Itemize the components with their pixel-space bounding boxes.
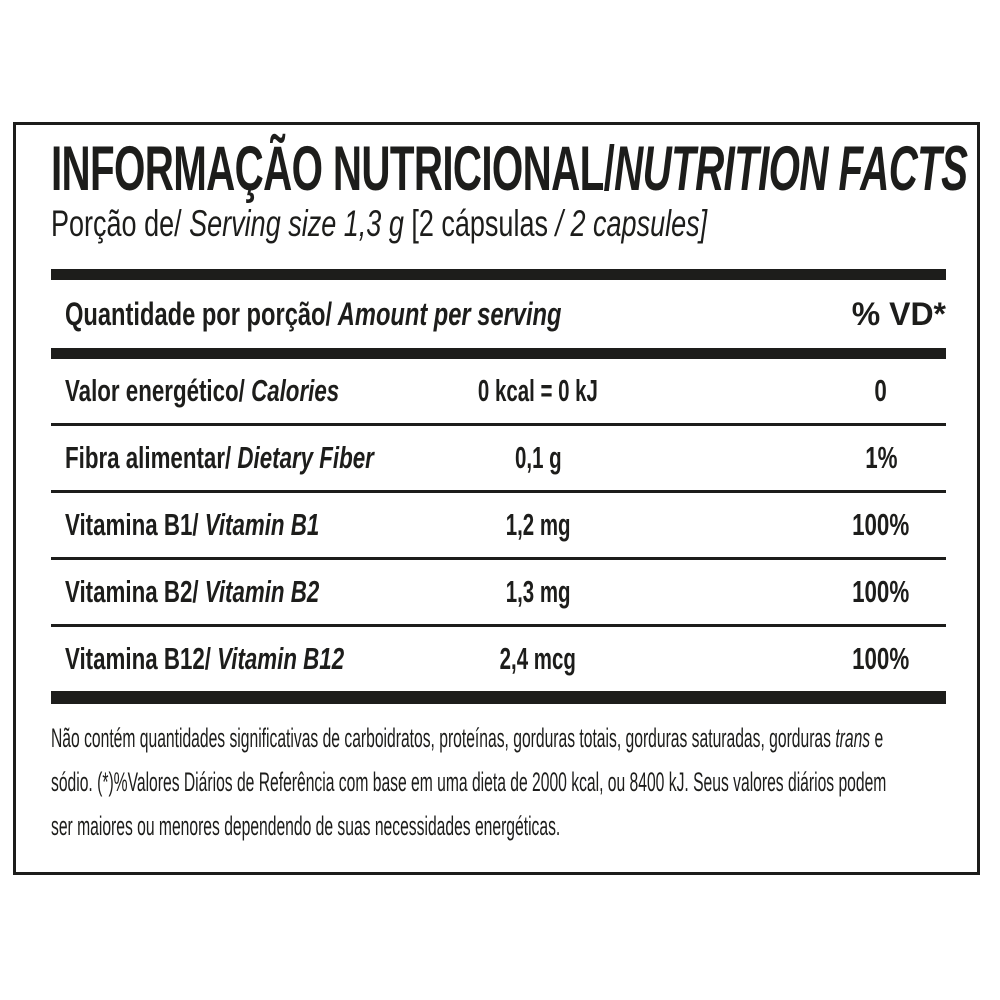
serving-bracket-pt: [2 cápsulas	[411, 203, 556, 244]
footnote-line-3: ser maiores ou menores dependendo de sua…	[51, 804, 946, 848]
row-divider	[51, 624, 946, 627]
label-title: INFORMAÇÃO NUTRICIONAL/NUTRITION FACTS	[51, 138, 968, 201]
footnote-text: ser maiores ou menores dependendo de sua…	[51, 811, 561, 841]
serving-pt: Porção de/	[51, 203, 182, 244]
thick-divider-bottom	[51, 691, 946, 704]
label-title-pt: INFORMAÇÃO NUTRICIONAL/	[51, 134, 615, 204]
row-daily-value: 0	[874, 373, 888, 408]
footnote-text: sódio. (*)%Valores Diários de Referência…	[51, 767, 887, 797]
row-label-pt: Vitamina B12/	[65, 641, 211, 676]
row-daily-value: 100%	[852, 641, 910, 676]
header-daily-value: % VD*	[851, 295, 946, 332]
label-title-en: NUTRITION FACTS	[614, 134, 968, 204]
row-label-pt: Vitamina B1/	[65, 507, 199, 542]
row-label-pt: Fibra alimentar/	[65, 440, 232, 475]
footnote-text: Não contém quantidades significativas de…	[51, 723, 836, 753]
header-amount-en: Amount per serving	[332, 295, 562, 332]
nutrient-row-vitamin-b12: Vitamina B12/ Vitamin B12 2,4 mcg 100%	[51, 627, 946, 691]
row-label-en: Dietary Fiber	[231, 440, 374, 475]
footnote-trans-italic: trans	[835, 723, 871, 753]
table-header-row: Quantidade por porção/ Amount per servin…	[51, 280, 946, 348]
thick-divider-top	[51, 269, 946, 280]
row-label-pt: Vitamina B2/	[65, 574, 199, 609]
row-amount: 1,3 mg	[505, 574, 571, 609]
row-amount: 0 kcal = 0 kJ	[477, 373, 599, 408]
row-label-en: Vitamin B2	[198, 574, 320, 609]
nutrition-facts-label: INFORMAÇÃO NUTRICIONAL/NUTRITION FACTS P…	[13, 122, 980, 875]
nutrient-row-calories: Valor energético/ Calories 0 kcal = 0 kJ…	[51, 359, 946, 423]
serving-en: Serving size 1,3 g	[181, 203, 412, 244]
footnote-text: e	[870, 723, 884, 753]
footnote-line-2: sódio. (*)%Valores Diários de Referência…	[51, 760, 946, 804]
row-label-en: Vitamin B1	[198, 507, 320, 542]
row-daily-value: 100%	[852, 507, 910, 542]
thick-divider-header	[51, 348, 946, 359]
serving-bracket-en: / 2 capsules]	[555, 203, 708, 244]
header-amount-pt: Quantidade por porção/	[65, 295, 333, 332]
row-daily-value: 1%	[864, 440, 898, 475]
serving-size-line: Porção de/ Serving size 1,3 g [2 cápsula…	[51, 201, 946, 247]
nutrient-row-vitamin-b1: Vitamina B1/ Vitamin B1 1,2 mg 100%	[51, 493, 946, 557]
nutrient-row-vitamin-b2: Vitamina B2/ Vitamin B2 1,3 mg 100%	[51, 560, 946, 624]
row-amount: 1,2 mg	[505, 507, 571, 542]
row-divider	[51, 490, 946, 493]
footnote-line-1: Não contém quantidades significativas de…	[51, 716, 946, 760]
row-label-pt: Valor energético/	[65, 373, 245, 408]
row-amount: 0,1 g	[514, 440, 562, 475]
row-label-en: Vitamin B12	[210, 641, 345, 676]
row-daily-value: 100%	[852, 574, 910, 609]
row-label-en: Calories	[244, 373, 340, 408]
row-amount: 2,4 mcg	[499, 641, 577, 676]
row-divider	[51, 423, 946, 426]
nutrient-row-dietary-fiber: Fibra alimentar/ Dietary Fiber 0,1 g 1%	[51, 426, 946, 490]
footnote: Não contém quantidades significativas de…	[51, 716, 946, 848]
row-divider	[51, 557, 946, 560]
